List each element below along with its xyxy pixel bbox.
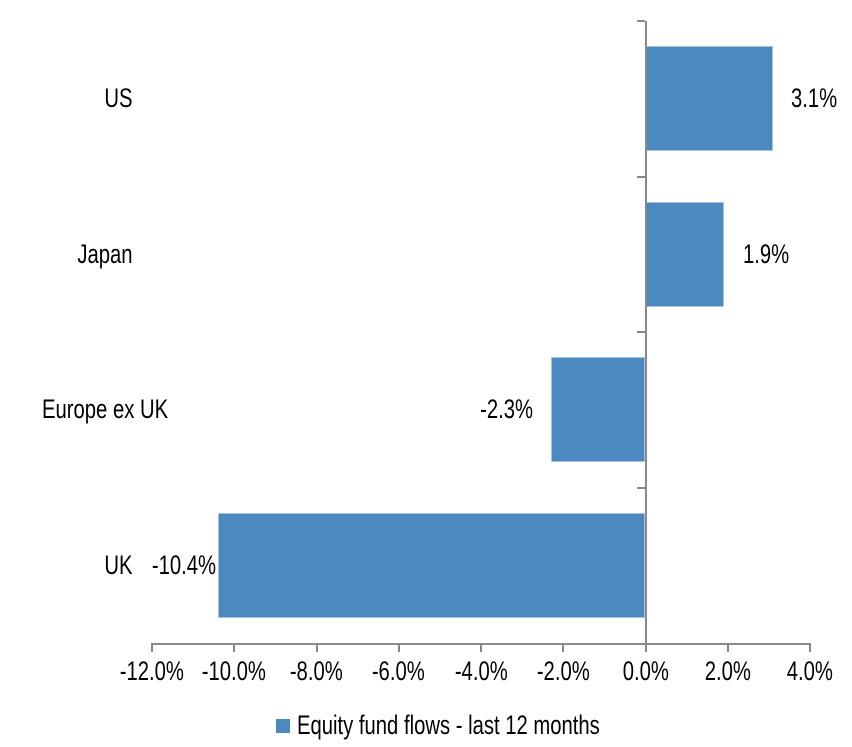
category-label-europe-ex-uk-text: Europe ex UK — [42, 394, 169, 425]
value-label-us: 3.1% — [791, 85, 852, 112]
x-tick-label-12-0: -12.0% — [92, 658, 212, 685]
x-axis-line — [151, 643, 811, 645]
legend-label: Equity fund flows - last 12 months — [297, 710, 600, 740]
x-tick-label-12-0-text: -12.0% — [119, 656, 185, 686]
value-label-japan-text: 1.9% — [742, 238, 789, 269]
x-axis-tick — [480, 645, 482, 652]
x-tick-label-0-0-text: 0.0% — [622, 656, 669, 686]
x-tick-label-6-0: -6.0% — [339, 658, 459, 685]
legend-series-marker-icon — [276, 718, 290, 733]
bar-japan — [645, 201, 724, 307]
category-label-japan: Japan — [0, 238, 133, 269]
x-tick-label-4-0: 4.0% — [750, 658, 852, 685]
x-tick-label-4-0-text: -4.0% — [454, 656, 508, 686]
x-tick-label-2-0: 2.0% — [668, 658, 788, 685]
x-tick-label-8-0-text: -8.0% — [290, 656, 343, 686]
y-axis-tick — [636, 20, 645, 22]
value-label-japan: 1.9% — [742, 238, 805, 269]
bar-us — [645, 46, 773, 152]
y-axis-tick — [636, 331, 645, 333]
x-tick-label-4-0-text: 4.0% — [786, 656, 834, 686]
value-label-us-text: 3.1% — [790, 83, 838, 114]
y-axis-tick — [636, 175, 645, 178]
x-axis-tick — [315, 645, 318, 652]
x-axis-tick — [562, 645, 565, 652]
x-tick-label-2-0-text: 2.0% — [704, 656, 751, 686]
value-label-uk: -10.4% — [130, 549, 216, 580]
value-label-europe-ex-uk-text: -2.3% — [479, 394, 533, 425]
x-axis-tick — [726, 645, 729, 652]
category-label-japan-text: Japan — [77, 238, 133, 269]
x-axis-tick — [151, 645, 153, 652]
x-tick-label-10-0: -10.0% — [174, 658, 294, 685]
y-axis-tick — [636, 486, 645, 489]
x-tick-label-10-0-text: -10.0% — [202, 656, 267, 686]
x-tick-label-8-0: -8.0% — [257, 658, 377, 685]
x-tick-label-2-0: -2.0% — [503, 658, 623, 685]
legend: Equity fund flows - last 12 months — [276, 712, 701, 739]
x-axis-tick — [233, 645, 236, 652]
x-axis-tick — [644, 645, 647, 652]
x-tick-label-2-0-text: -2.0% — [536, 656, 590, 686]
category-label-uk-text: UK — [104, 549, 133, 580]
category-label-uk: UK — [0, 549, 133, 580]
category-label-us: US — [0, 85, 133, 112]
x-axis-tick — [809, 645, 811, 652]
value-label-uk-text: -10.4% — [151, 549, 216, 580]
category-label-us-text: US — [104, 83, 133, 114]
bar-europe-ex-uk — [550, 357, 646, 463]
x-axis-tick — [397, 645, 400, 652]
value-label-europe-ex-uk: -2.3% — [462, 396, 533, 423]
category-label-europe-ex-uk: Europe ex UK — [0, 396, 168, 423]
zero-axis-line — [644, 21, 647, 645]
x-tick-label-4-0: -4.0% — [421, 658, 541, 685]
bar-uk — [217, 512, 646, 618]
x-tick-label-0-0: 0.0% — [586, 658, 706, 685]
x-tick-label-6-0-text: -6.0% — [372, 656, 426, 686]
